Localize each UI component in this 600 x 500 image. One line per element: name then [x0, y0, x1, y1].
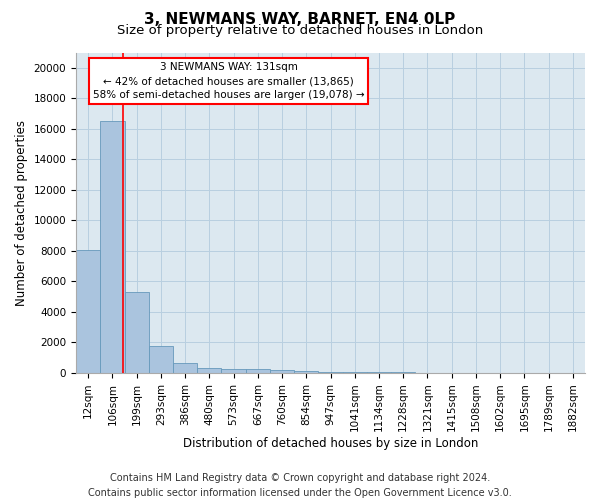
Text: 3, NEWMANS WAY, BARNET, EN4 0LP: 3, NEWMANS WAY, BARNET, EN4 0LP: [145, 12, 455, 28]
Bar: [319, 372, 343, 373]
Bar: [245, 370, 270, 373]
Bar: [100, 121, 125, 373]
Bar: [76, 250, 100, 373]
Bar: [270, 370, 294, 373]
Bar: [294, 371, 319, 373]
Bar: [173, 363, 197, 373]
Bar: [149, 346, 173, 373]
Bar: [343, 372, 367, 373]
Text: Contains HM Land Registry data © Crown copyright and database right 2024.
Contai: Contains HM Land Registry data © Crown c…: [88, 472, 512, 498]
Y-axis label: Number of detached properties: Number of detached properties: [15, 120, 28, 306]
Text: 3 NEWMANS WAY: 131sqm
← 42% of detached houses are smaller (13,865)
58% of semi-: 3 NEWMANS WAY: 131sqm ← 42% of detached …: [93, 62, 365, 100]
Bar: [125, 292, 149, 373]
Bar: [367, 372, 391, 373]
Bar: [221, 369, 245, 373]
Bar: [391, 372, 415, 373]
Bar: [197, 368, 221, 373]
Text: Size of property relative to detached houses in London: Size of property relative to detached ho…: [117, 24, 483, 37]
X-axis label: Distribution of detached houses by size in London: Distribution of detached houses by size …: [183, 437, 478, 450]
